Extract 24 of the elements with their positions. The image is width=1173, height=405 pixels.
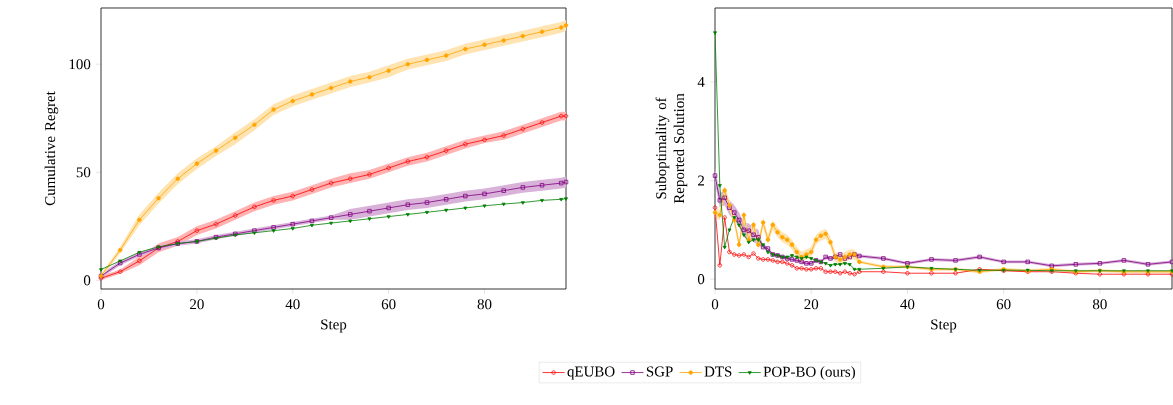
x-tick-label: 0 — [711, 299, 719, 310]
y-axis-title: Cumulative Regret — [44, 91, 59, 206]
x-tick-label: 0 — [97, 299, 105, 310]
x-tick-label: 80 — [1092, 299, 1107, 310]
x-axis-title: Step — [931, 319, 957, 333]
y-axis-title: Suboptimality of Reported Solution — [655, 93, 688, 204]
y-tick-label: 2 — [698, 175, 704, 186]
legend-label: DTS — [704, 366, 732, 377]
x-tick-label: 40 — [900, 299, 915, 310]
x-axis-title: Step — [321, 319, 347, 333]
y-tick-label: 100 — [69, 59, 91, 70]
y-tick-label: 4 — [697, 77, 705, 87]
x-tick-label: 20 — [804, 299, 819, 310]
x-tick-label: 60 — [381, 299, 396, 310]
x-tick-label: 80 — [477, 299, 492, 310]
legend-label: qEUBO — [567, 366, 615, 380]
y-tick-label: 0 — [697, 274, 705, 285]
x-tick-label: 60 — [996, 299, 1011, 310]
x-tick-label: 20 — [190, 299, 204, 310]
y-tick-label: 0 — [83, 275, 91, 286]
legend-label: POP-BO (ours) — [763, 366, 855, 380]
legend-label: SGP — [646, 366, 673, 377]
x-tick-label: 40 — [285, 299, 300, 310]
y-tick-label: 50 — [76, 167, 91, 178]
